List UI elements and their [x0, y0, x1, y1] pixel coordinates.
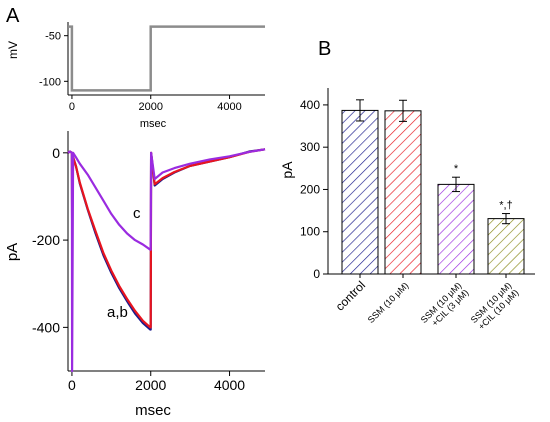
bar-2 [437, 183, 475, 275]
bar-0 [341, 109, 379, 275]
bar-1 [384, 110, 422, 275]
current-x-tick-label: 4000 [214, 377, 245, 393]
current-x-axis-label: msec [135, 402, 171, 419]
bar-y-tick-label: 200 [300, 182, 320, 196]
current-trace-c [67, 148, 266, 373]
bar-category-label: SSM (10 μM)+CIL (3 μM) [419, 280, 471, 332]
voltage-x-tick-label: 4000 [217, 101, 241, 113]
significance-marker: *,† [499, 200, 512, 212]
trace-annotation-c: c [133, 205, 141, 222]
voltage-step-line [68, 25, 265, 92]
category-label-line: control [333, 278, 368, 313]
bar-category-label: SSM (10 μM)+CIL (10 μM) [469, 280, 521, 332]
bar-3 [487, 218, 525, 275]
voltage-x-tick-label: 0 [69, 101, 75, 113]
bar-category-label: SSM (10 μM) [366, 280, 411, 325]
bar-y-axis-label: pA [279, 161, 295, 179]
current-y-tick-label: 0 [52, 145, 60, 161]
significance-marker: * [454, 163, 459, 175]
current-x-tick-label: 2000 [135, 377, 166, 393]
panel-b-label: B [318, 38, 331, 60]
voltage-protocol-plot: 0 2000 4000 -50 -100 mV msec [6, 22, 265, 130]
bar-y-tick-label: 0 [313, 267, 320, 281]
bar-y-tick-label: 100 [300, 225, 320, 239]
trace-annotation-ab: a,b [107, 304, 128, 321]
current-y-tick-label: -400 [32, 319, 60, 335]
current-x-tick-label: 0 [68, 377, 76, 393]
voltage-y-tick-label: -100 [39, 76, 61, 88]
current-trace-plot: 0 2000 4000 0 -200 -400 pA msec c a,b [4, 131, 266, 419]
voltage-x-tick-label: 2000 [138, 101, 162, 113]
bar-y-tick-label: 400 [300, 98, 320, 112]
bar-category-label: control [333, 278, 368, 313]
voltage-y-axis-label: mV [6, 41, 20, 59]
current-y-tick-label: -200 [32, 232, 60, 248]
panel-a-label: A [6, 5, 20, 27]
voltage-x-axis-label: msec [140, 118, 167, 130]
current-trace-b [67, 148, 266, 329]
bar-y-tick-label: 300 [300, 140, 320, 154]
voltage-y-tick-label: -50 [45, 31, 61, 43]
category-label-line: SSM (10 μM) [366, 280, 411, 325]
current-y-axis-label: pA [4, 243, 21, 261]
